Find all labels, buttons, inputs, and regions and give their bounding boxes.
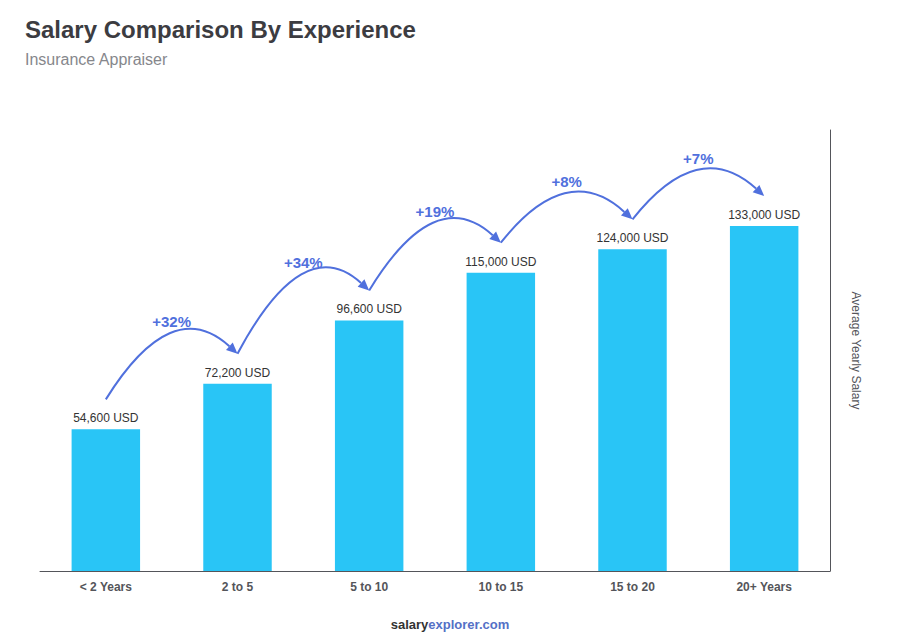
svg-text:+34%: +34% xyxy=(284,254,323,271)
svg-text:explorer.com: explorer.com xyxy=(428,617,509,632)
svg-text:10 to 15: 10 to 15 xyxy=(478,580,523,594)
svg-text:124,000 USD: 124,000 USD xyxy=(596,231,668,245)
svg-text:5 to 10: 5 to 10 xyxy=(350,580,388,594)
svg-text:< 2 Years: < 2 Years xyxy=(80,580,132,594)
svg-text:54,600 USD: 54,600 USD xyxy=(73,411,139,425)
svg-text:salary: salary xyxy=(391,617,429,632)
svg-text:+7%: +7% xyxy=(683,150,713,167)
svg-text:+32%: +32% xyxy=(152,313,191,330)
svg-text:Insurance Appraiser: Insurance Appraiser xyxy=(25,51,168,68)
svg-text:Salary Comparison By Experienc: Salary Comparison By Experience xyxy=(25,16,416,43)
svg-text:15 to 20: 15 to 20 xyxy=(610,580,655,594)
svg-text:+19%: +19% xyxy=(416,203,455,220)
svg-text:96,600 USD: 96,600 USD xyxy=(336,302,402,316)
svg-text:133,000 USD: 133,000 USD xyxy=(728,208,800,222)
svg-text:2 to 5: 2 to 5 xyxy=(222,580,254,594)
svg-text:Average Yearly Salary: Average Yearly Salary xyxy=(849,292,863,410)
svg-text:115,000 USD: 115,000 USD xyxy=(465,255,536,269)
svg-text:72,200 USD: 72,200 USD xyxy=(205,366,271,380)
svg-text:+8%: +8% xyxy=(551,173,581,190)
svg-text:20+ Years: 20+ Years xyxy=(736,580,792,594)
